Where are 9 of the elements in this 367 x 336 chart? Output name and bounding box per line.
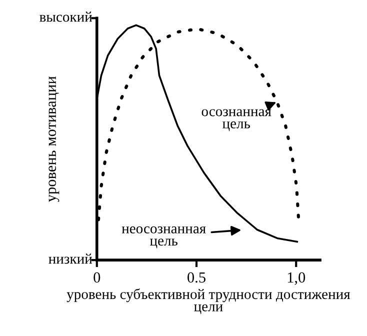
- annotation: неосознанная цель: [122, 226, 206, 248]
- annotation: осознанная цель: [202, 109, 272, 132]
- x-axis-title: уровень субъективной трудности достижения цели: [66, 288, 350, 314]
- x-tick-label: 0: [94, 272, 100, 283]
- x-tick-label: 1,0: [288, 272, 306, 285]
- x-tick-label: 0.5: [188, 272, 206, 283]
- text: высокий: [40, 12, 92, 22]
- text: низкий: [48, 254, 92, 264]
- y-axis-title: уровень мотивации: [48, 76, 60, 202]
